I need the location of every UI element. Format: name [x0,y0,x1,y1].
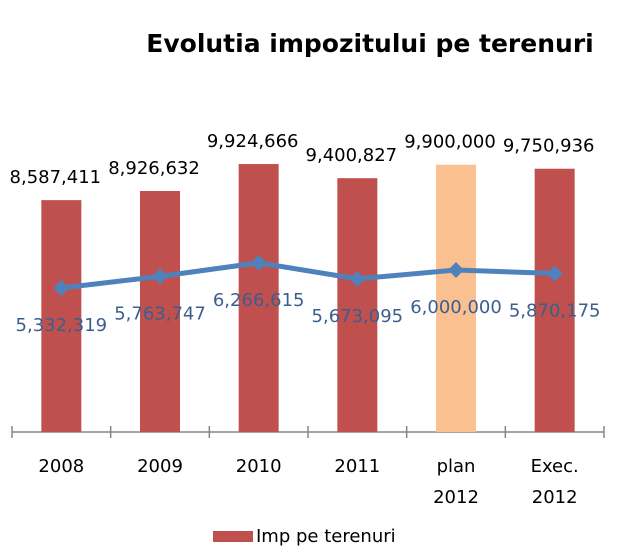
line [61,260,555,291]
x-tick-label: 2011 [334,456,380,477]
bar [140,190,180,432]
bar [238,164,279,433]
bar [337,178,378,432]
bar-value-label: 9,900,000 [404,132,496,153]
legend-swatch [213,531,253,542]
bar [534,168,575,432]
chart-title: Evolutia impozitului pe terenuri [146,29,593,58]
x-tick-label: Exec. 2012 [531,456,579,508]
line-value-label: 5,763,747 [114,303,206,324]
line-marker [349,270,366,287]
line-value-label: 5,673,095 [312,306,404,327]
bar-value-label: 8,926,632 [108,158,200,179]
line-value-label: 6,266,615 [213,290,305,311]
line-marker [448,262,464,278]
line-marker [546,265,563,282]
x-tick-label: 2008 [38,456,84,477]
line-marker [250,254,267,271]
legend-label: Imp pe terenuri [256,526,396,547]
bar [436,164,476,432]
x-tick-label: plan 2012 [433,456,479,508]
line-marker [53,280,70,297]
line-value-label: 5,870,175 [509,301,601,322]
x-tick-label: 2010 [236,456,282,477]
line-marker [152,268,168,285]
bar-value-label: 9,750,936 [503,136,595,157]
line-value-label: 5,332,319 [16,315,108,336]
bar [41,200,82,432]
bar-value-label: 8,587,411 [10,167,102,188]
x-tick-label: 2009 [137,456,183,477]
bar-value-label: 9,400,827 [306,145,398,166]
line-value-label: 6,000,000 [410,297,502,318]
bar-value-label: 9,924,666 [207,131,299,152]
